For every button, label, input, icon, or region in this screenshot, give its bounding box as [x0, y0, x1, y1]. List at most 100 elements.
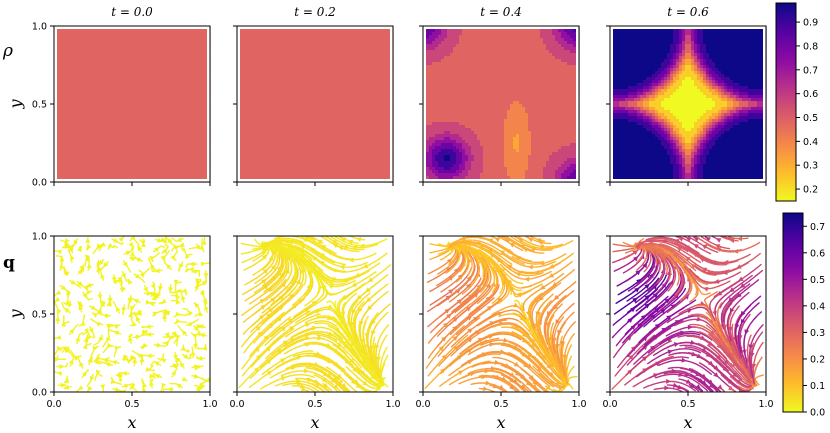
arrowhead — [539, 284, 546, 290]
x-tick-label: 1.0 — [758, 399, 773, 410]
arrowhead — [181, 330, 187, 336]
arrowhead — [295, 278, 301, 285]
arrowhead — [362, 263, 369, 269]
arrowhead — [82, 292, 88, 299]
arrowhead — [65, 238, 70, 244]
arrowhead — [77, 246, 82, 252]
arrowhead — [474, 252, 480, 258]
arrowhead — [690, 340, 696, 345]
arrowhead — [714, 244, 721, 249]
arrowhead — [54, 296, 61, 302]
colorbar-tick-label: 0.7 — [803, 65, 818, 76]
arrowhead — [727, 379, 734, 385]
arrowhead — [359, 243, 365, 249]
arrowhead — [667, 349, 673, 355]
arrowhead — [515, 272, 522, 277]
arrowhead — [321, 377, 328, 383]
arrowhead — [59, 263, 64, 269]
arrowhead — [64, 347, 70, 353]
colorbar-bar — [782, 212, 804, 413]
arrowhead — [175, 318, 182, 324]
arrowhead — [466, 275, 472, 281]
arrowhead — [137, 309, 143, 315]
arrowhead — [135, 273, 141, 279]
arrowhead — [55, 290, 62, 295]
arrowhead — [261, 278, 267, 284]
arrowhead — [552, 304, 558, 310]
arrowhead — [299, 244, 306, 250]
panel-title: t = 0.0 — [111, 5, 153, 19]
arrowhead — [279, 271, 284, 278]
arrowhead — [519, 374, 526, 380]
arrowhead — [93, 357, 98, 363]
arrowhead — [145, 367, 152, 372]
arrowhead — [515, 256, 521, 261]
arrowhead — [666, 315, 672, 321]
arrowhead — [166, 238, 173, 244]
arrowhead — [146, 353, 152, 359]
arrowhead — [371, 319, 376, 325]
arrowhead — [289, 293, 295, 299]
arrowhead — [442, 322, 449, 328]
arrowhead — [285, 268, 290, 274]
colorbar-tick-label: 0.6 — [810, 248, 825, 259]
x-tick-label: 0.0 — [229, 399, 244, 410]
arrowhead — [670, 304, 677, 309]
arrowhead — [128, 336, 133, 342]
arrowhead — [100, 273, 105, 279]
arrowhead — [705, 237, 711, 242]
arrowhead — [97, 294, 103, 300]
arrowhead — [161, 382, 167, 389]
arrowhead — [714, 337, 720, 343]
arrowhead — [705, 306, 711, 312]
arrowhead — [630, 324, 636, 331]
arrowhead — [696, 316, 702, 322]
colorbar-bar — [775, 2, 797, 202]
arrowhead — [121, 272, 126, 279]
arrowhead — [84, 254, 90, 261]
arrowhead — [548, 379, 555, 385]
panel-padding — [54, 26, 210, 182]
arrowhead — [744, 329, 750, 335]
arrowhead — [126, 359, 132, 364]
streamlines — [424, 236, 578, 392]
arrowhead — [97, 308, 102, 314]
panel-padding — [610, 26, 766, 182]
arrowhead — [154, 374, 161, 379]
arrowhead — [164, 332, 170, 338]
arrowhead — [693, 274, 700, 280]
arrowhead — [751, 363, 757, 369]
arrowhead — [492, 383, 499, 389]
arrowhead — [205, 377, 210, 382]
arrowhead — [738, 387, 745, 392]
arrowhead — [181, 376, 188, 382]
arrowhead — [161, 358, 167, 364]
arrowhead — [266, 313, 272, 319]
arrowhead — [456, 299, 463, 305]
arrowhead — [113, 324, 119, 330]
colorbar-tick-label: 0.5 — [803, 113, 818, 124]
arrowhead — [115, 306, 121, 312]
arrowhead — [114, 345, 120, 352]
arrowhead — [142, 329, 148, 335]
arrowhead — [189, 261, 195, 267]
arrowhead — [322, 382, 329, 388]
arrowhead — [695, 371, 701, 377]
arrowhead — [194, 302, 200, 309]
arrowhead — [555, 379, 562, 385]
arrowhead — [86, 290, 92, 295]
colorbars: 0.20.30.40.50.60.70.80.90.00.10.20.30.40… — [775, 2, 825, 419]
colorbar-tick-label: 0.2 — [803, 185, 818, 196]
rho-row: t = 0.0 0.0 0.5 1.0 t = 0.2 t = 0.4 t = 0.6 — [32, 5, 767, 189]
arrowhead — [113, 330, 120, 336]
arrowhead — [131, 255, 136, 262]
colorbar-tick-label: 0.4 — [803, 137, 818, 148]
arrowhead — [183, 353, 189, 359]
colorbar-tick-label: 0.3 — [803, 161, 818, 172]
arrowhead — [125, 250, 132, 256]
arrowhead — [707, 379, 714, 385]
arrowhead — [193, 373, 200, 379]
arrowhead — [728, 385, 734, 391]
arrowhead — [482, 386, 488, 391]
arrowhead — [64, 307, 70, 313]
